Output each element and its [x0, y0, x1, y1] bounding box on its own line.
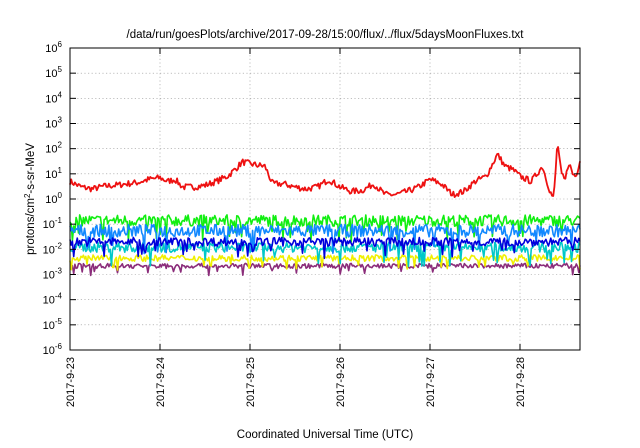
series-line — [69, 214, 581, 243]
series-line — [69, 146, 581, 198]
series-line — [69, 262, 581, 277]
y-tick-label: 102 — [45, 141, 62, 156]
y-tick-labels: 10-6 10-5 10-4 10-3 10-2 10-1 100 101 102 103 104 1… — [43, 40, 63, 357]
x-axis-label: Coordinated Universal Time (UTC) — [237, 429, 414, 441]
x-tick-label: 2017-9-27 — [425, 357, 437, 407]
y-tick-label: 106 — [45, 40, 62, 55]
series-line — [69, 236, 581, 260]
series-layer — [69, 146, 581, 277]
y-tick-label: 101 — [45, 166, 62, 181]
y-tick-label: 105 — [45, 65, 62, 80]
grid-lines — [69, 47, 580, 351]
x-tick-label: 2017-9-28 — [515, 357, 527, 407]
x-tick-label: 2017-9-23 — [65, 357, 77, 407]
y-tick-label: 10-1 — [43, 216, 63, 231]
y-tick-label: 100 — [45, 191, 62, 206]
x-tick-labels: 2017-9-23 2017-9-24 2017-9-25 2017-9-26 2017… — [65, 357, 527, 407]
y-axis-label: protons/cm2-s-sr-MeV — [23, 143, 37, 255]
y-tick-label: 10-6 — [43, 342, 63, 357]
y-tick-label: 10-2 — [43, 241, 63, 256]
x-tick-label: 2017-9-25 — [245, 357, 257, 407]
axis-ticks — [69, 47, 580, 351]
y-tick-label: 10-3 — [43, 267, 63, 282]
x-tick-label: 2017-9-24 — [155, 357, 167, 407]
y-tick-label: 104 — [45, 90, 62, 105]
y-tick-label: 10-4 — [43, 292, 63, 307]
series-line — [69, 223, 581, 255]
y-tick-label: 10-5 — [43, 317, 63, 332]
x-tick-label: 2017-9-26 — [335, 357, 347, 407]
chart-title: /data/run/goesPlots/archive/2017-09-28/1… — [127, 29, 525, 41]
y-tick-label: 103 — [45, 116, 62, 131]
